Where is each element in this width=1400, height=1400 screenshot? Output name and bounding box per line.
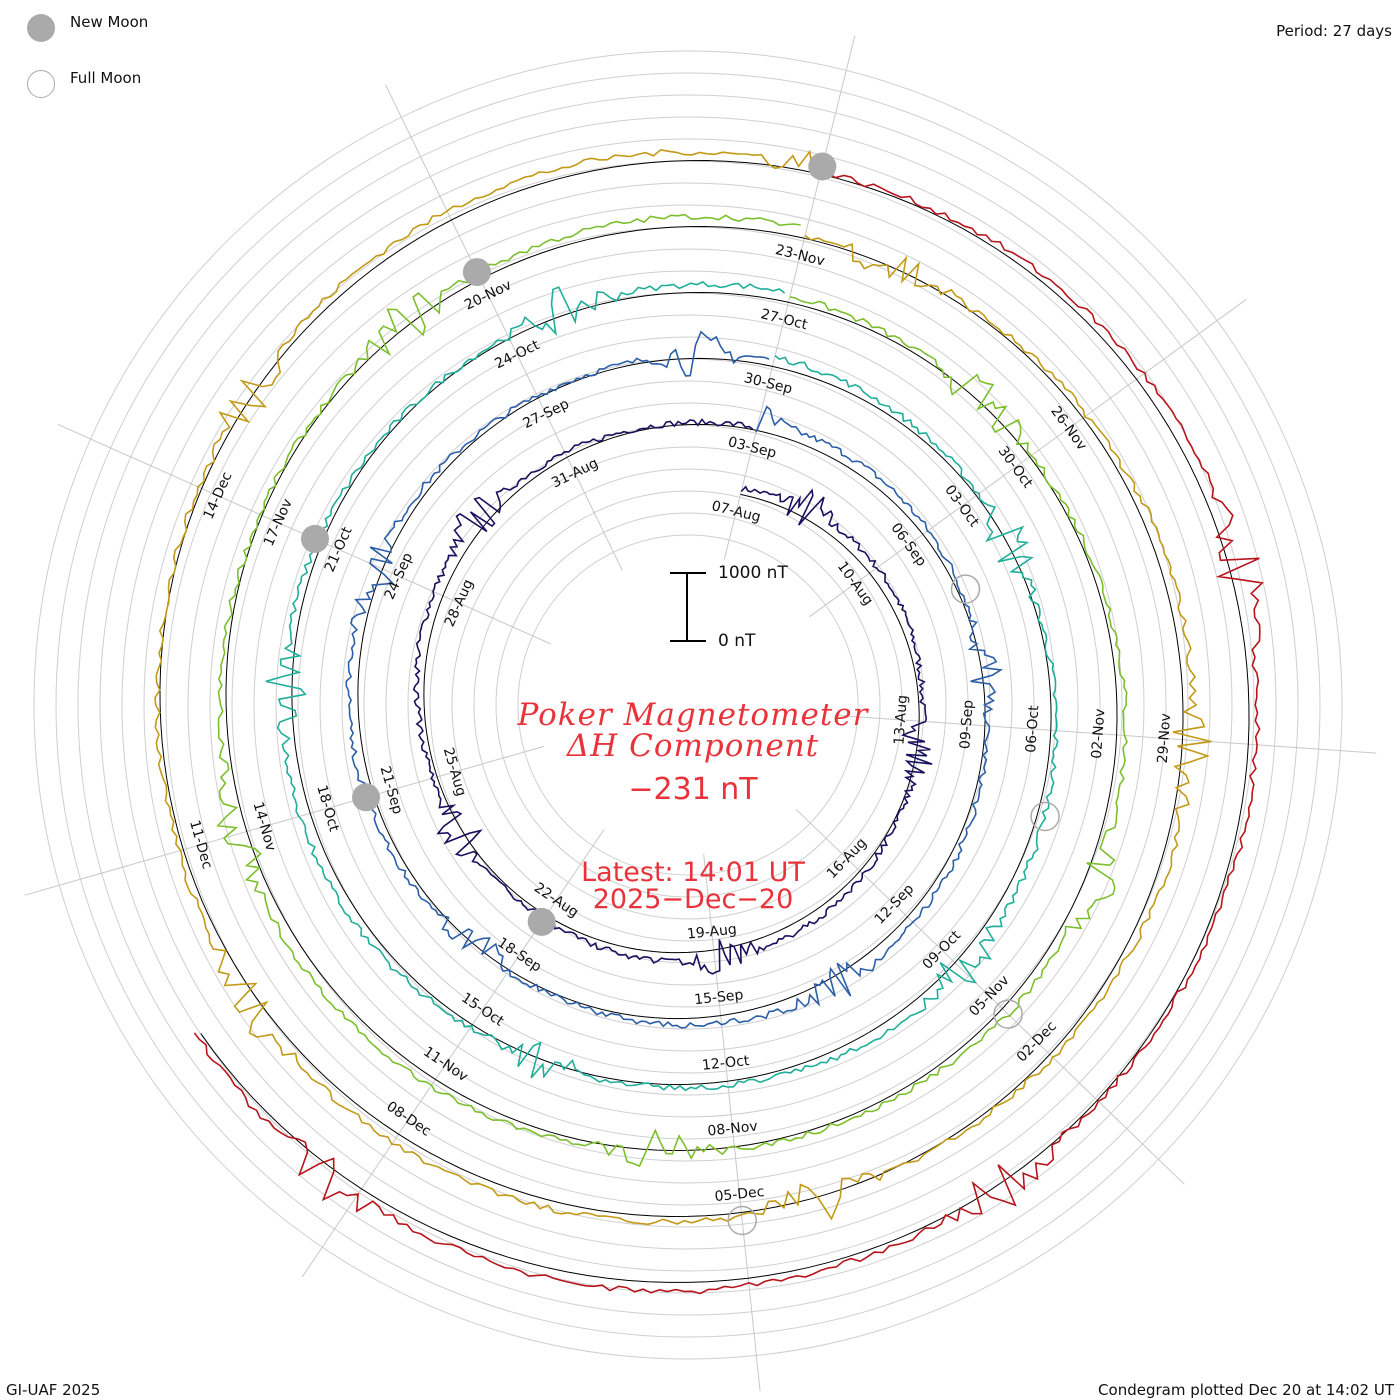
radial-spoke <box>301 829 605 1278</box>
radial-spoke <box>809 299 1247 618</box>
grid-circle <box>473 490 903 920</box>
date-label: 12-Oct <box>701 1053 750 1074</box>
trace-rotation-1 <box>345 330 1004 1029</box>
full-moon-marker <box>727 1205 757 1236</box>
date-label: 10-Aug <box>834 559 876 609</box>
grid-circle <box>187 204 1189 1206</box>
grid-circle <box>253 270 1123 1140</box>
trace-rotation-3 <box>216 213 1128 1168</box>
scale-bottom-label: 0 nT <box>718 631 756 651</box>
new-moon-marker <box>352 783 380 812</box>
new-moon-legend-icon <box>27 14 55 42</box>
full-moon-legend-label: Full Moon <box>70 69 142 87</box>
date-label: 24-Oct <box>492 337 542 372</box>
full-moon-legend-icon <box>27 70 55 98</box>
date-label: 17-Nov <box>261 496 296 548</box>
date-label: 05-Dec <box>714 1184 765 1205</box>
baseline-rotation-2 <box>291 291 1052 1086</box>
full-moon-marker <box>1030 801 1060 832</box>
trace-rotation-4 <box>154 148 1212 1226</box>
date-label: 30-Oct <box>995 443 1036 491</box>
scale-top-label: 1000 nT <box>718 563 788 583</box>
date-label: 13-Aug <box>891 694 910 745</box>
new-moon-marker <box>301 524 329 553</box>
radial-spokes <box>24 35 1377 1392</box>
date-label: 07-Aug <box>710 498 762 526</box>
baseline-rotation-1 <box>357 357 986 1020</box>
baseline-rotation-0 <box>423 423 920 954</box>
date-label: 02-Dec <box>1014 1018 1060 1065</box>
grid-circle <box>385 402 991 1008</box>
full-moon-marker <box>993 999 1023 1029</box>
footer-plot-time: Condegram plotted Dec 20 at 14:02 UT <box>1098 1381 1394 1399</box>
scale-bar <box>686 573 688 641</box>
footer-credit: GI-UAF 2025 <box>6 1381 101 1399</box>
date-label: 19-Aug <box>686 922 737 943</box>
scale-bar-bottom-cap <box>670 640 706 642</box>
latest-time: Latest: 14:01 UT <box>581 857 805 888</box>
baseline-rotation-4 <box>159 159 1184 1218</box>
baseline-rotation-5 <box>200 173 1250 1283</box>
chart-title: Poker Magnetometer <box>517 697 869 733</box>
grid-circle <box>77 94 1299 1316</box>
grid-circle <box>55 72 1321 1338</box>
radial-spoke <box>837 714 1377 754</box>
grid-circle <box>121 138 1255 1272</box>
date-label: 31-Aug <box>549 455 601 491</box>
date-label: 23-Nov <box>774 242 827 270</box>
radial-spoke <box>385 84 623 571</box>
magnetometer-traces <box>154 148 1264 1295</box>
new-moon-marker <box>527 907 556 936</box>
date-label: 08-Nov <box>707 1118 759 1139</box>
trace-rotation-0 <box>412 418 933 975</box>
grid-circle <box>99 116 1277 1294</box>
moon-markers <box>301 152 1060 1236</box>
radial-spoke <box>24 745 544 896</box>
grid-circle <box>495 512 881 898</box>
date-label: 27-Oct <box>759 306 809 333</box>
trace-rotation-5 <box>193 171 1264 1295</box>
date-label: 03-Oct <box>941 482 982 530</box>
grid-circle <box>297 314 1079 1096</box>
latest-date: 2025−Dec−20 <box>592 884 794 915</box>
radial-spoke <box>723 35 856 560</box>
full-moon-marker <box>950 574 981 604</box>
date-label: 09-Sep <box>957 699 976 749</box>
date-label: 29-Nov <box>1155 713 1174 764</box>
chart-subtitle: ΔH Component <box>566 728 820 764</box>
grid-circle <box>363 380 1013 1030</box>
grid-circle <box>517 534 859 876</box>
trace-rotation-2 <box>265 280 1059 1092</box>
rotation-baselines <box>159 159 1250 1283</box>
baseline-rotation-3 <box>225 225 1118 1152</box>
new-moon-legend-label: New Moon <box>70 13 149 31</box>
date-label: 06-Sep <box>887 520 929 569</box>
date-label: 02-Nov <box>1089 708 1108 759</box>
current-value: −231 nT <box>628 772 758 807</box>
date-label: 06-Oct <box>1023 704 1042 753</box>
date-label: 14-Dec <box>201 470 236 522</box>
grid-circle <box>231 248 1145 1162</box>
date-label: 15-Oct <box>458 990 507 1030</box>
radial-spoke <box>703 854 761 1392</box>
grid-circle <box>165 182 1211 1228</box>
radial-spoke <box>795 808 1185 1185</box>
scale-bar-top-cap <box>670 572 706 574</box>
period-label: Period: 27 days <box>1276 22 1392 40</box>
date-label: 15-Sep <box>693 987 744 1008</box>
new-moon-marker <box>808 152 837 181</box>
date-label: 30-Sep <box>742 370 794 397</box>
grid-circle <box>33 50 1343 1360</box>
new-moon-marker <box>462 258 491 287</box>
date-label: 03-Sep <box>726 434 778 461</box>
